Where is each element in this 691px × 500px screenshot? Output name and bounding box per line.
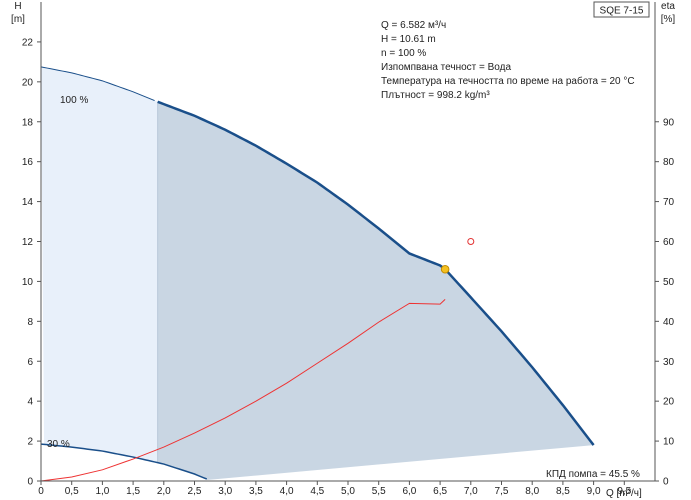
y-left-tick-label: 8: [27, 317, 33, 328]
operating-point: [440, 264, 450, 274]
x-tick-label: 5,5: [372, 486, 386, 497]
y-left-tick-label: 0: [27, 477, 33, 488]
efficiency-marker: [467, 238, 475, 245]
curve-100-thin: [40, 66, 155, 102]
y-left-tick-label: 10: [22, 277, 34, 288]
x-tick-label: 1,0: [95, 486, 109, 497]
curve-eta: [40, 299, 446, 482]
y-right-tick-label: 10: [663, 437, 675, 448]
x-tick-label: 8,0: [525, 486, 539, 497]
efficiency-label: КПД помпа = 45.5 %: [546, 469, 640, 480]
y-right-label-line2: [%]: [661, 14, 676, 25]
info-temperature: Температура на течността по време на раб…: [381, 75, 635, 87]
x-tick-label: 8,5: [556, 486, 570, 497]
x-tick-label: 3,5: [249, 486, 263, 497]
x-axis-label: Q [m³/ч]: [606, 488, 642, 499]
x-tick-label: 1,5: [126, 486, 140, 497]
x-tick-label: 7,0: [464, 486, 478, 497]
y-right-tick-label: 50: [663, 277, 675, 288]
model-title: SQE 7-15: [600, 6, 644, 17]
y-left-tick-label: 16: [22, 157, 34, 168]
operating-regions: [41, 66, 594, 481]
info-h: H = 10.61 m: [381, 34, 436, 45]
x-tick-label: 5,0: [341, 486, 355, 497]
y-left-tick-label: 4: [27, 397, 33, 408]
x-tick-label: 7,5: [495, 486, 509, 497]
x-tick-label: 0,5: [65, 486, 79, 497]
info-n: n = 100 %: [381, 48, 426, 59]
y-left-tick-label: 20: [22, 77, 34, 88]
x-tick-label: 9,0: [587, 486, 601, 497]
x-tick-label: 0: [38, 486, 44, 497]
y-right-tick-label: 70: [663, 197, 675, 208]
x-tick-label: 6,5: [433, 486, 447, 497]
y-left-tick-label: 6: [27, 357, 33, 368]
curve-30: [40, 443, 208, 480]
y-left-tick-label: 2: [27, 437, 33, 448]
y-right-tick-label: 60: [663, 237, 675, 248]
y-left-tick-label: 22: [22, 37, 34, 48]
curve-100-thick: [157, 100, 595, 446]
y-right-tick-label: 20: [663, 397, 675, 408]
curves-layer: [40, 66, 595, 482]
y-right-tick-label: 90: [663, 117, 675, 128]
series-label-100: 100 %: [60, 95, 88, 106]
y-right-tick-label: 30: [663, 357, 675, 368]
info-q: Q = 6.582 м³/ч: [381, 20, 446, 31]
x-tick-label: 2,5: [188, 486, 202, 497]
x-tick-label: 2,0: [157, 486, 171, 497]
region-dark: [157, 101, 594, 481]
x-tick-label: 4,5: [310, 486, 324, 497]
model-box: [593, 1, 650, 18]
y-left-label-line1: H: [14, 1, 21, 12]
info-density: Плътност = 998.2 kg/m³: [381, 90, 490, 101]
y-right-tick-label: 40: [663, 317, 675, 328]
series-label-30: 30 %: [47, 439, 70, 450]
x-tick-label: 3,0: [218, 486, 232, 497]
axes-layer: 0 0,5 1,0 1,5 2,0 2,5 3,0 3,5 4,0 4,5 5,0 5,5 6,0 6,5…: [22, 2, 675, 497]
x-tick-label: 6,0: [402, 486, 416, 497]
y-left-tick-label: 12: [22, 237, 34, 248]
y-right-tick-label: 0: [663, 477, 669, 488]
markers-layer: [440, 238, 475, 274]
x-tick-label: 9,5: [617, 486, 631, 497]
y-left-tick-label: 14: [22, 197, 34, 208]
y-right-label-line1: eta: [661, 1, 675, 12]
x-tick-label: 4,0: [280, 486, 294, 497]
info-liquid: Изпомпвана течност = Вода: [381, 62, 511, 73]
region-light: [41, 66, 158, 481]
y-right-tick-label: 80: [663, 157, 675, 168]
y-left-tick-label: 18: [22, 117, 34, 128]
y-left-label-line2: [m]: [11, 14, 25, 25]
